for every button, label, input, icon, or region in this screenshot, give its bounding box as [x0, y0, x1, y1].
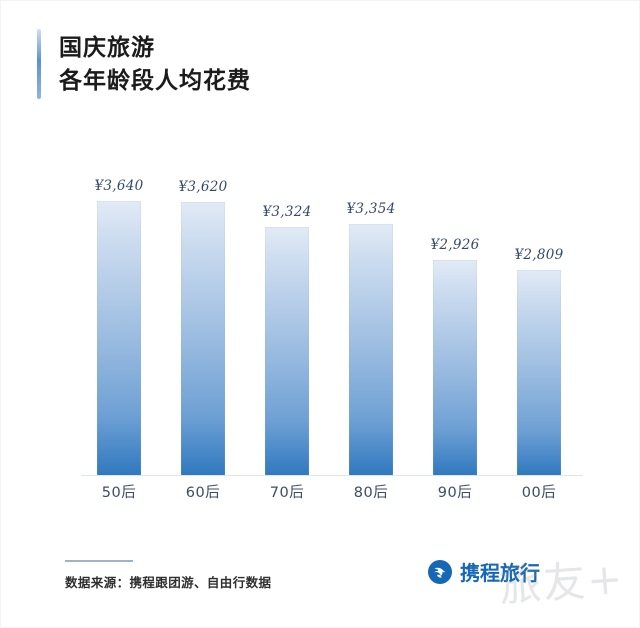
page-title: 国庆旅游 各年龄段人均花费	[59, 29, 251, 99]
bar-value-label: ¥3,324	[262, 204, 312, 220]
title-line-1: 国庆旅游	[59, 34, 155, 61]
bar	[349, 224, 393, 476]
bar-item: ¥2,926	[430, 151, 480, 476]
bar-value-label: ¥2,926	[430, 237, 480, 253]
bar-value-label: ¥3,640	[94, 178, 144, 194]
bar-item: ¥3,324	[262, 151, 312, 476]
dolphin-icon	[427, 559, 453, 585]
x-axis-label: 90后	[437, 485, 473, 501]
x-axis-label: 60后	[185, 485, 221, 501]
x-axis-labels: 50后 60后 70后 80后 90后 00后	[89, 481, 569, 502]
bar	[265, 227, 309, 476]
x-axis-label: 00后	[521, 485, 557, 501]
x-axis-label: 50后	[101, 485, 137, 501]
plot-area: ¥3,640 ¥3,620 ¥3,324 ¥3,354 ¥2,926 ¥2,809	[81, 151, 583, 476]
bar-item: ¥3,620	[178, 151, 228, 476]
data-source-text: 数据来源：携程跟团游、自由行数据	[65, 575, 272, 590]
footer-divider	[65, 560, 133, 562]
bar-item: ¥2,809	[514, 151, 564, 476]
x-axis-label: 80后	[353, 485, 389, 501]
title-line-2: 各年龄段人均花费	[59, 67, 251, 94]
bar	[433, 260, 477, 476]
brand-logo: 携程旅行	[427, 557, 540, 586]
bar	[517, 270, 561, 476]
bar-value-label: ¥2,809	[514, 247, 564, 263]
bar-value-label: ¥3,620	[178, 179, 228, 195]
bar-series: ¥3,640 ¥3,620 ¥3,324 ¥3,354 ¥2,926 ¥2,809	[89, 151, 569, 476]
brand-name: 携程旅行	[460, 561, 540, 585]
bar	[97, 201, 141, 476]
x-axis-line	[81, 475, 583, 476]
bar-item: ¥3,640	[94, 151, 144, 476]
bar-value-label: ¥3,354	[346, 201, 396, 217]
x-axis-label: 70后	[269, 485, 305, 501]
header: 国庆旅游 各年龄段人均花费	[37, 29, 251, 99]
title-accent-bar	[37, 29, 41, 99]
bar-item: ¥3,354	[346, 151, 396, 476]
bar	[181, 202, 225, 476]
bar-chart: ¥3,640 ¥3,620 ¥3,324 ¥3,354 ¥2,926 ¥2,809	[81, 151, 583, 476]
